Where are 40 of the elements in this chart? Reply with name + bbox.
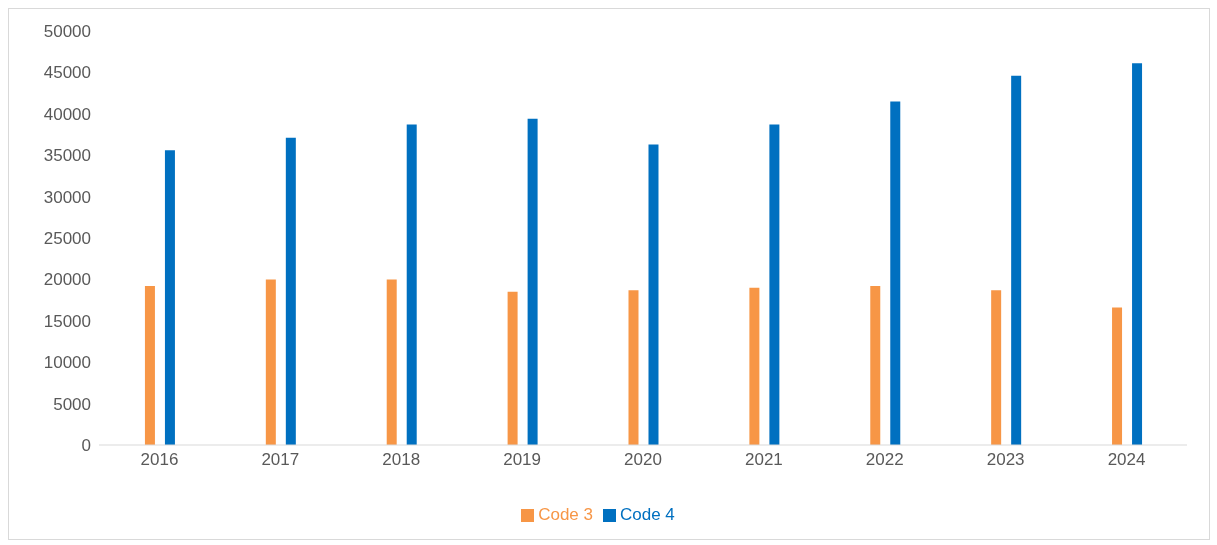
bar xyxy=(648,144,659,445)
x-tick-label: 2017 xyxy=(261,450,300,470)
bar xyxy=(890,101,901,445)
y-tick-label: 45000 xyxy=(43,63,91,83)
bar xyxy=(386,279,397,445)
bar xyxy=(285,137,296,445)
x-tick-label: 2024 xyxy=(1107,450,1146,470)
bar xyxy=(1132,63,1143,445)
bar xyxy=(265,279,276,445)
bar xyxy=(406,124,417,445)
bar xyxy=(164,150,175,445)
bar xyxy=(628,290,639,445)
y-tick-label: 25000 xyxy=(43,229,91,249)
x-tick-label: 2016 xyxy=(140,450,179,470)
bar xyxy=(870,286,881,445)
y-tick-label: 0 xyxy=(81,436,91,456)
x-tick-label: 2018 xyxy=(382,450,421,470)
y-tick-label: 5000 xyxy=(53,394,91,414)
legend-label: Code 3 xyxy=(538,505,593,524)
y-tick-label: 50000 xyxy=(43,22,91,42)
legend-label: Code 4 xyxy=(620,505,675,524)
bar xyxy=(1011,75,1022,445)
y-tick-label: 35000 xyxy=(43,146,91,166)
bar xyxy=(527,118,538,445)
x-tick-label: 2020 xyxy=(624,450,662,470)
y-tick-label: 20000 xyxy=(43,270,91,290)
bar xyxy=(991,290,1002,445)
bar xyxy=(144,286,155,445)
x-tick-label: 2021 xyxy=(744,450,783,470)
y-tick-label: 30000 xyxy=(43,187,91,207)
y-tick-label: 40000 xyxy=(43,104,91,124)
y-tick-label: 15000 xyxy=(43,311,91,331)
x-tick-label: 2023 xyxy=(986,450,1025,470)
bar xyxy=(749,287,760,445)
bar xyxy=(1112,307,1123,445)
x-tick-label: 2022 xyxy=(865,450,904,470)
y-tick-label: 10000 xyxy=(43,353,91,373)
bar xyxy=(769,124,780,445)
bar xyxy=(507,291,518,445)
x-tick-label: 2019 xyxy=(503,450,542,470)
